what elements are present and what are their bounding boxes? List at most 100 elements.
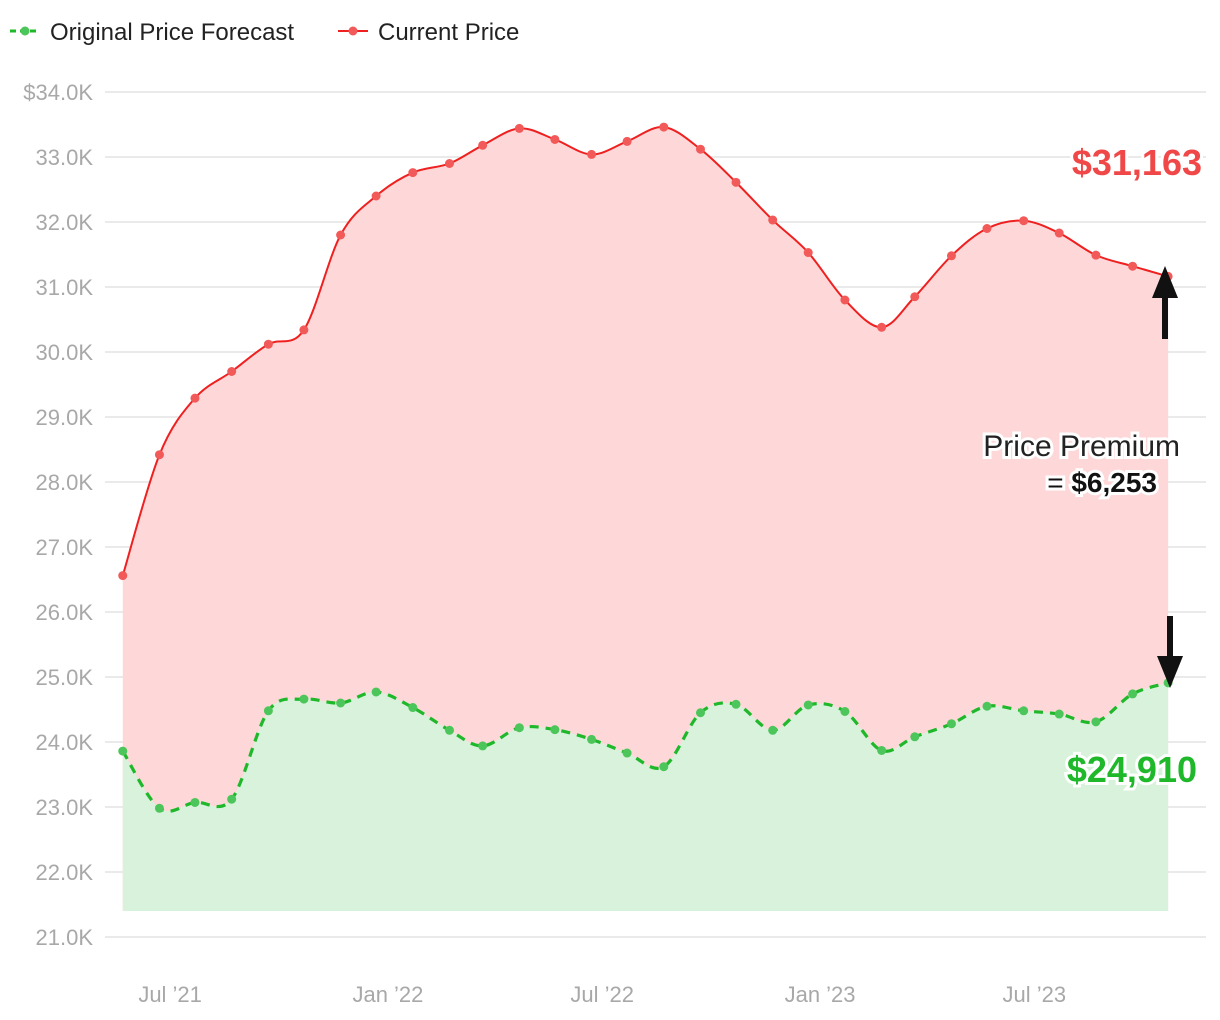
forecast-point[interactable] — [1091, 717, 1101, 727]
current-price-point[interactable] — [877, 322, 887, 332]
forecast-point[interactable] — [731, 699, 741, 709]
forecast-point[interactable] — [982, 701, 992, 711]
forecast-line — [121, 681, 1169, 813]
y-tick-label: 21.0K — [36, 925, 94, 950]
legend[interactable]: Original Price Forecast Current Price — [10, 19, 519, 46]
forecast-point[interactable] — [299, 694, 309, 704]
x-tick-label: Jul ’23 — [1003, 982, 1067, 1007]
current-price-point[interactable] — [803, 248, 813, 258]
up-arrow-icon — [1152, 266, 1178, 339]
forecast-point[interactable] — [768, 725, 778, 735]
y-tick-label: 31.0K — [36, 275, 94, 300]
y-tick-label: $34.0K — [23, 80, 93, 105]
y-tick-label: 24.0K — [36, 730, 94, 755]
down-arrow-icon — [1157, 616, 1183, 688]
current-price-point[interactable] — [408, 168, 418, 178]
current-price-point[interactable] — [154, 450, 164, 460]
current-price-point[interactable] — [1128, 261, 1138, 271]
forecast-point[interactable] — [659, 762, 669, 772]
legend-current-label: Current Price — [378, 19, 519, 46]
forecast-point[interactable] — [1128, 689, 1138, 699]
legend-current-swatch-dot — [348, 26, 358, 36]
current-end-value-callout: $31,163 — [1072, 142, 1202, 183]
area-layer — [122, 126, 1169, 911]
current-price-point[interactable] — [336, 230, 346, 240]
forecast-point[interactable] — [622, 748, 632, 758]
forecast-point[interactable] — [478, 741, 488, 751]
current-price-point[interactable] — [768, 215, 778, 225]
current-price-point[interactable] — [587, 149, 597, 159]
forecast-point[interactable] — [336, 698, 346, 708]
forecast-point[interactable] — [118, 746, 128, 756]
current-price-point[interactable] — [118, 571, 128, 581]
y-tick-label: 32.0K — [36, 210, 94, 235]
current-price-point[interactable] — [550, 134, 560, 144]
price-premium-amount: $6,253 — [1071, 467, 1157, 498]
current-price-point[interactable] — [982, 224, 992, 233]
y-tick-label: 30.0K — [36, 340, 94, 365]
forecast-point[interactable] — [408, 703, 418, 713]
forecast-end-value-callout: $24,910 — [1067, 749, 1197, 790]
forecast-point[interactable] — [227, 794, 237, 804]
x-tick-label: Jul ’22 — [570, 982, 634, 1007]
current-price-point[interactable] — [1091, 250, 1101, 260]
forecast-point[interactable] — [550, 725, 560, 735]
legend-item-current[interactable]: Current Price — [338, 19, 519, 46]
x-tick-label: Jan ’22 — [352, 982, 423, 1007]
forecast-point[interactable] — [877, 745, 887, 755]
forecast-point[interactable] — [695, 708, 705, 718]
forecast-point[interactable] — [445, 725, 455, 735]
current-price-point[interactable] — [263, 339, 273, 349]
current-price-point[interactable] — [910, 292, 920, 302]
y-tick-label: 27.0K — [36, 535, 94, 560]
forecast-point[interactable] — [514, 723, 524, 733]
forecast-point[interactable] — [1054, 709, 1064, 719]
x-tick-label: Jul ’21 — [138, 982, 202, 1007]
forecast-point[interactable] — [946, 719, 956, 729]
current-price-point[interactable] — [478, 140, 488, 150]
x-tick-label: Jan ’23 — [785, 982, 856, 1007]
current-price-point[interactable] — [371, 191, 381, 201]
x-axis-ticks: Jul ’21 Jan ’22 Jul ’22 Jan ’23 Jul ’23 — [138, 982, 1066, 1007]
current-price-point[interactable] — [299, 325, 309, 335]
current-price-point[interactable] — [445, 159, 455, 168]
current-price-point[interactable] — [227, 367, 237, 376]
current-price-point[interactable] — [840, 295, 850, 305]
y-tick-label: 22.0K — [36, 860, 94, 885]
point-layer — [118, 122, 1173, 813]
forecast-point[interactable] — [840, 706, 850, 716]
legend-forecast-swatch-dot — [20, 26, 30, 36]
forecast-point[interactable] — [154, 803, 164, 813]
forecast-area — [122, 682, 1169, 911]
forecast-point[interactable] — [190, 797, 200, 807]
forecast-point[interactable] — [803, 700, 813, 710]
y-tick-label: 28.0K — [36, 470, 94, 495]
forecast-point[interactable] — [263, 706, 273, 716]
price-premium-value: = $6,253 — [1047, 467, 1157, 498]
current-price-point[interactable] — [1054, 228, 1064, 238]
price-premium-equals: = — [1047, 467, 1071, 498]
forecast-point[interactable] — [587, 734, 597, 744]
forecast-point[interactable] — [1019, 706, 1029, 716]
y-tick-label: 26.0K — [36, 600, 94, 625]
y-tick-label: 25.0K — [36, 665, 94, 690]
current-price-point[interactable] — [514, 123, 524, 133]
legend-item-forecast[interactable]: Original Price Forecast — [10, 19, 294, 46]
price-premium-title: Price Premium — [983, 430, 1180, 463]
current-price-point[interactable] — [622, 136, 632, 146]
current-price-point[interactable] — [731, 177, 741, 187]
y-tick-label: 29.0K — [36, 405, 94, 430]
forecast-point[interactable] — [371, 687, 381, 697]
current-price-point[interactable] — [946, 251, 956, 261]
current-price-point[interactable] — [190, 393, 200, 403]
y-tick-label: 23.0K — [36, 795, 94, 820]
current-price-point[interactable] — [695, 144, 705, 154]
y-tick-label: 33.0K — [36, 145, 94, 170]
current-price-point[interactable] — [1019, 216, 1029, 226]
y-axis-ticks: $34.0K 33.0K 32.0K 31.0K 30.0K 29.0K 28.0K 27.0… — [23, 80, 93, 950]
current-price-point[interactable] — [659, 122, 669, 132]
forecast-point[interactable] — [910, 732, 920, 742]
legend-forecast-label: Original Price Forecast — [50, 19, 294, 46]
